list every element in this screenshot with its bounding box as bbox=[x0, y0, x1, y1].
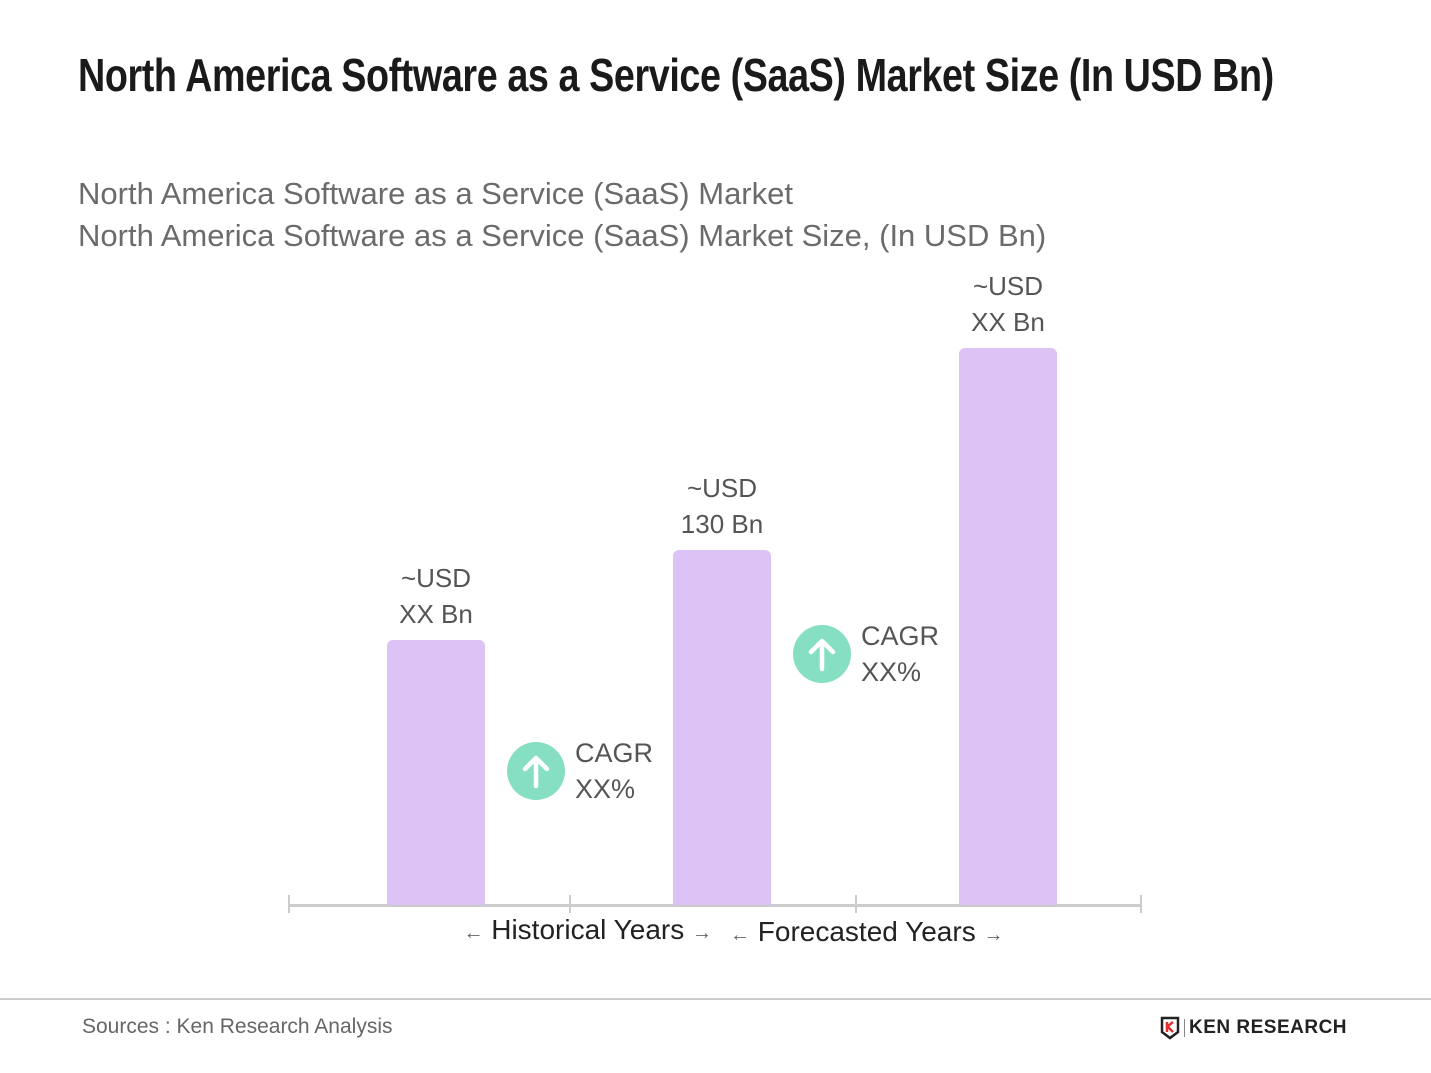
value-label-2: ~USD 130 Bn bbox=[680, 473, 764, 539]
cagr-value: XX% bbox=[861, 657, 922, 687]
bar-1 bbox=[387, 640, 485, 905]
axis-tick bbox=[569, 895, 571, 913]
axis-tick bbox=[855, 895, 857, 913]
value-label-3: ~USD XX Bn bbox=[971, 270, 1045, 337]
axis-tick bbox=[288, 895, 290, 913]
chart-subtitle: North America Software as a Service (Saa… bbox=[78, 176, 793, 211]
footer-divider bbox=[0, 998, 1431, 1000]
cagr-badge-1: CAGR XX% bbox=[507, 735, 653, 807]
ken-research-logo: KEN RESEARCH bbox=[1160, 1016, 1347, 1040]
arrow-left-icon: ← bbox=[730, 924, 750, 946]
chart-subtitle-2: North America Software as a Service (Saa… bbox=[78, 218, 1047, 253]
cagr-label: CAGR bbox=[861, 621, 940, 651]
arrow-right-icon: → bbox=[983, 924, 1004, 946]
bar-3 bbox=[959, 347, 1057, 905]
logo-text: KEN RESEARCH bbox=[1189, 1017, 1348, 1038]
value-label-1: ~USD XX Bn bbox=[399, 563, 473, 630]
chart-title: North America Software as a Service (Saa… bbox=[78, 49, 1274, 101]
cagr-value: XX% bbox=[575, 774, 636, 804]
period-forecasted: ← Forecasted Years → bbox=[730, 916, 1004, 947]
cagr-label: CAGR bbox=[575, 738, 654, 768]
arrow-left-icon: ← bbox=[463, 922, 484, 944]
source-note: Sources : Ken Research Analysis bbox=[82, 1015, 393, 1038]
arrow-right-icon: → bbox=[692, 922, 712, 944]
arrow-up-icon bbox=[793, 625, 851, 683]
x-axis bbox=[289, 904, 1141, 907]
logo-shield-icon bbox=[1160, 1016, 1180, 1040]
period-historical: ← Historical Years → bbox=[463, 914, 712, 945]
bar-2 bbox=[673, 550, 771, 905]
axis-tick bbox=[1140, 895, 1142, 913]
arrow-up-icon bbox=[507, 742, 565, 800]
chart-area: CAGR XX% CAGR XX% ← Historical Years → ← F… bbox=[288, 270, 1142, 947]
cagr-badge-2: CAGR XX% bbox=[793, 618, 939, 690]
